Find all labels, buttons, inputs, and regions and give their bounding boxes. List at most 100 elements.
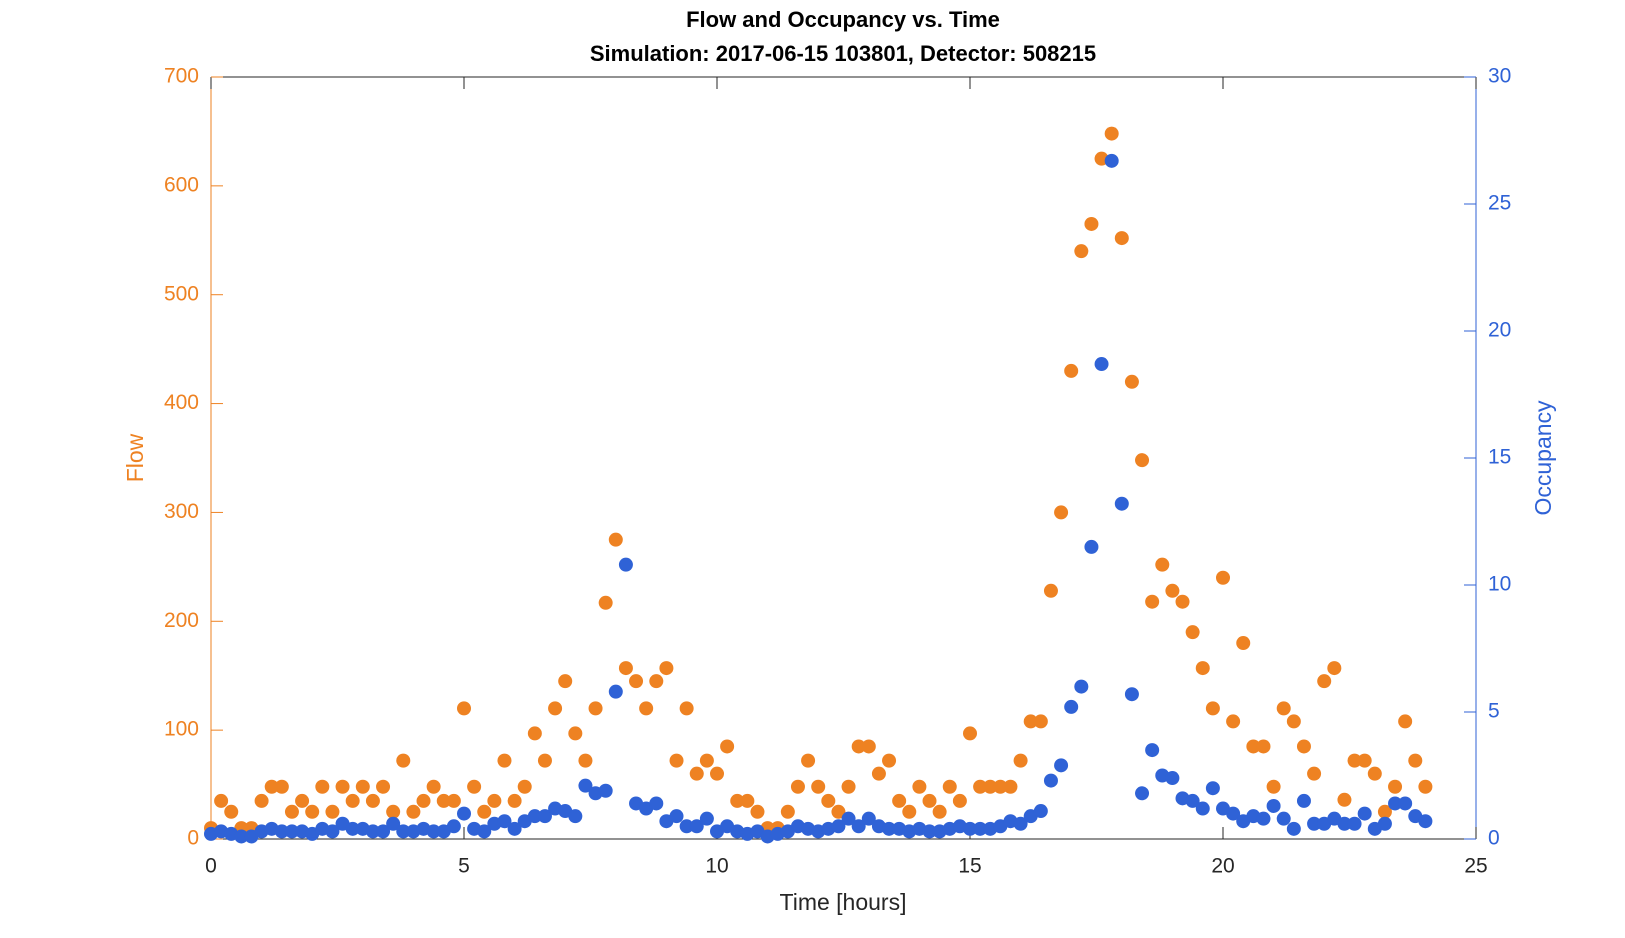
data-point — [720, 739, 735, 754]
data-point — [527, 726, 542, 741]
data-point — [618, 557, 633, 572]
data-point — [1337, 816, 1352, 831]
data-point — [841, 779, 856, 794]
data-point — [608, 532, 623, 547]
y2-tick-label: 15 — [1488, 446, 1511, 469]
data-point — [1307, 766, 1322, 781]
data-point — [537, 809, 552, 824]
data-point — [942, 779, 957, 794]
data-point — [831, 804, 846, 819]
data-point — [1276, 811, 1291, 826]
data-point — [507, 793, 522, 808]
data-point — [264, 779, 279, 794]
data-point — [335, 779, 350, 794]
chart-subtitle: Simulation: 2017-06-15 103801, Detector:… — [590, 41, 1096, 66]
data-point — [1205, 781, 1220, 796]
data-point — [973, 821, 988, 836]
y-tick-label: 0 — [187, 827, 199, 850]
data-point — [1054, 758, 1069, 773]
y2-axis-label: Occupancy — [1530, 400, 1556, 516]
data-point — [679, 701, 694, 716]
y2-tick-label: 20 — [1488, 319, 1511, 342]
y2-tick-label: 25 — [1488, 192, 1511, 215]
data-point — [1398, 796, 1413, 811]
y-tick-label: 100 — [164, 718, 199, 741]
data-point — [214, 793, 229, 808]
x-tick-label: 25 — [1464, 855, 1487, 878]
data-point — [1135, 786, 1150, 801]
data-point — [396, 753, 411, 768]
data-point — [1347, 753, 1362, 768]
data-point — [1388, 779, 1403, 794]
y-tick-label: 300 — [164, 500, 199, 523]
y2-tick-label: 10 — [1488, 573, 1511, 596]
data-point — [1013, 753, 1028, 768]
data-point — [1054, 505, 1069, 520]
data-point — [1114, 496, 1129, 511]
data-point — [537, 753, 552, 768]
data-point — [325, 824, 340, 839]
data-point — [689, 819, 704, 834]
data-point — [1195, 801, 1210, 816]
data-point — [1296, 793, 1311, 808]
data-point — [325, 804, 340, 819]
y2-tick-label: 30 — [1488, 65, 1511, 88]
data-point — [902, 804, 917, 819]
data-point — [629, 674, 644, 689]
data-point — [1388, 796, 1403, 811]
data-point — [497, 753, 512, 768]
data-point — [406, 804, 421, 819]
data-point — [1266, 798, 1281, 813]
y2-tick-label: 0 — [1488, 827, 1500, 850]
data-point — [1286, 714, 1301, 729]
data-point — [1175, 594, 1190, 609]
data-point — [922, 824, 937, 839]
data-point — [821, 793, 836, 808]
data-point — [983, 779, 998, 794]
data-point — [416, 793, 431, 808]
data-point — [1256, 811, 1271, 826]
data-point — [254, 793, 269, 808]
data-point — [345, 821, 360, 836]
data-point — [396, 824, 411, 839]
data-point — [608, 684, 623, 699]
data-point — [710, 766, 724, 781]
data-point — [295, 793, 310, 808]
data-point — [548, 701, 563, 716]
x-tick-label: 5 — [458, 855, 470, 878]
data-point — [568, 809, 583, 824]
data-point — [659, 661, 674, 676]
data-point — [578, 753, 593, 768]
data-point — [1114, 231, 1129, 246]
y-tick-label: 400 — [164, 391, 199, 414]
data-point — [1377, 816, 1392, 831]
data-point — [376, 824, 391, 839]
data-point — [1226, 714, 1241, 729]
data-point — [871, 766, 886, 781]
data-point — [1084, 539, 1099, 554]
data-point — [963, 726, 977, 741]
data-point — [1266, 779, 1281, 794]
data-point — [1377, 804, 1392, 819]
data-point — [1367, 766, 1382, 781]
data-point — [426, 779, 441, 794]
data-point — [1185, 625, 1200, 640]
x-tick-label: 10 — [705, 855, 728, 878]
data-point — [1205, 701, 1220, 716]
data-point — [1236, 636, 1251, 651]
data-point — [973, 779, 988, 794]
data-point — [578, 778, 593, 793]
data-point — [922, 793, 937, 808]
data-point — [224, 804, 239, 819]
data-point — [740, 793, 755, 808]
data-point — [1043, 773, 1058, 788]
data-point — [598, 783, 613, 798]
data-point — [1418, 814, 1433, 829]
data-point — [305, 804, 320, 819]
data-point — [355, 779, 370, 794]
data-point — [1074, 679, 1089, 694]
data-point — [892, 793, 907, 808]
data-point — [649, 674, 664, 689]
